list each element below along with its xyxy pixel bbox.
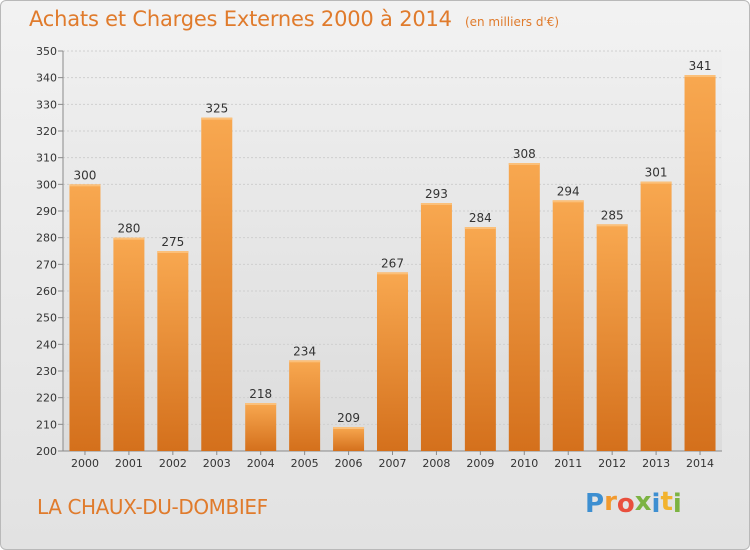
y-tick-label: 260 [36, 285, 57, 298]
bar [508, 163, 540, 451]
x-tick-label: 2002 [159, 457, 187, 470]
y-tick-label: 220 [36, 392, 57, 405]
logo-letter: r [604, 487, 617, 517]
y-tick-label: 290 [36, 205, 57, 218]
bar-top-highlight [69, 184, 101, 187]
bar-top-highlight [596, 224, 628, 227]
data-label: 308 [513, 147, 536, 161]
logo-letter: i [651, 489, 661, 519]
data-label: 325 [205, 102, 228, 116]
bar-top-highlight [684, 75, 716, 77]
bar-top-highlight [157, 251, 189, 253]
bar-top-highlight [113, 237, 145, 240]
data-label: 234 [293, 344, 316, 358]
y-tick-label: 250 [36, 312, 57, 325]
title-row: Achats et Charges Externes 2000 à 2014 (… [29, 7, 559, 31]
bar [245, 403, 277, 451]
bar [113, 237, 145, 451]
logo-letter: t [660, 487, 673, 517]
bar [69, 184, 101, 452]
bar [464, 227, 496, 451]
data-label: 341 [689, 59, 712, 73]
x-tick-label: 2004 [247, 457, 275, 470]
data-label: 285 [601, 208, 624, 222]
logo-letter: P [585, 489, 605, 519]
bar [552, 200, 584, 451]
y-tick-label: 270 [36, 258, 57, 271]
data-label: 294 [557, 184, 580, 198]
bar-top-highlight [508, 163, 540, 165]
y-tick-label: 330 [36, 98, 57, 111]
bar-top-highlight [289, 360, 321, 363]
x-tick-label: 2014 [686, 457, 714, 470]
y-tick-label: 340 [36, 72, 57, 85]
chart-title: Achats et Charges Externes 2000 à 2014 [29, 7, 452, 31]
y-tick-label: 320 [36, 125, 57, 138]
bar-top-highlight [420, 203, 452, 205]
bar-top-highlight [245, 403, 277, 405]
bar [596, 224, 628, 451]
y-tick-label: 280 [36, 232, 57, 245]
bar-top-highlight [464, 227, 496, 229]
x-tick-label: 2008 [422, 457, 450, 470]
y-tick-label: 350 [36, 45, 57, 58]
x-tick-label: 2009 [466, 457, 494, 470]
logo-letter: o [616, 489, 635, 519]
data-label: 293 [425, 187, 448, 201]
data-label: 267 [381, 256, 404, 270]
logo-letter: i [672, 489, 682, 519]
bar [420, 203, 452, 451]
x-tick-label: 2006 [335, 457, 363, 470]
data-label: 275 [161, 235, 184, 249]
y-tick-label: 210 [36, 418, 57, 431]
data-label: 209 [337, 411, 360, 425]
y-tick-label: 310 [36, 152, 57, 165]
x-tick-label: 2000 [71, 457, 99, 470]
data-label: 218 [249, 387, 272, 401]
y-tick-label: 230 [36, 365, 57, 378]
bar-top-highlight [333, 427, 365, 429]
y-tick-label: 200 [36, 445, 57, 458]
bar [157, 251, 189, 451]
bar-top-highlight [377, 272, 408, 275]
x-tick-label: 2010 [510, 457, 538, 470]
x-tick-label: 2003 [203, 457, 231, 470]
bar [201, 117, 233, 452]
data-label: 300 [74, 168, 97, 182]
logo-letter: x [634, 487, 652, 517]
x-tick-label: 2005 [291, 457, 319, 470]
bar-top-highlight [201, 117, 233, 120]
x-tick-label: 2001 [115, 457, 143, 470]
bar [289, 360, 321, 451]
x-tick-label: 2007 [379, 457, 407, 470]
y-tick-label: 240 [36, 338, 57, 351]
y-tick-label: 300 [36, 178, 57, 191]
x-tick-label: 2011 [554, 457, 582, 470]
data-label: 280 [117, 222, 140, 236]
x-tick-label: 2012 [598, 457, 626, 470]
data-label: 301 [645, 166, 668, 180]
proxiti-logo[interactable]: Proxiti [585, 487, 682, 519]
bar [333, 427, 365, 451]
commune-name: LA CHAUX-DU-DOMBIEF [37, 495, 268, 519]
x-tick-label: 2013 [642, 457, 670, 470]
bar-top-highlight [552, 200, 584, 203]
bar-top-highlight [640, 181, 672, 184]
bar [640, 181, 672, 451]
chart-unit: (en milliers d'€) [464, 15, 560, 29]
bar [377, 272, 408, 451]
bar [684, 75, 716, 451]
data-label: 284 [469, 211, 492, 225]
